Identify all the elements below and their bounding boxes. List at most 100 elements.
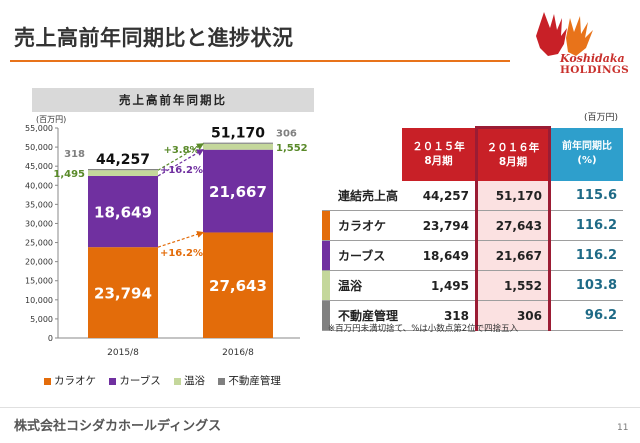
bar-segment-onsen [88, 170, 158, 176]
data-label: 1,495 [53, 169, 85, 180]
hand-icon-red [536, 12, 567, 56]
y-tick-label: 20,000 [25, 258, 53, 267]
footer-divider [0, 407, 640, 408]
growth-label: +3.8% [163, 145, 199, 156]
table-row-onsen: 温浴 1,495 1,552 103.8 [322, 270, 623, 301]
row-label: カーブス [322, 240, 402, 271]
row-label-text: 連結売上高 [338, 189, 399, 203]
legend-swatch-curves [109, 377, 117, 385]
cell-fy2015: 23,794 [402, 210, 477, 241]
cell-fy2015: 1,495 [402, 270, 477, 301]
legend-label-curves: カーブス [119, 375, 161, 387]
legend-label-onsen: 温浴 [184, 375, 206, 387]
growth-arrow [157, 143, 205, 171]
header-fy2015-year: ２０１５年 [412, 141, 465, 154]
y-tick-label: 35,000 [25, 200, 53, 209]
row-label-text: 温浴 [338, 279, 363, 293]
row-label: カラオケ [322, 210, 402, 241]
page-title: 売上高前年同期比と進捗状況 [14, 26, 294, 50]
header-yoy-ratio: 前年同期比 (%) [549, 127, 623, 181]
results-table: ２０１５年 8月期 ２０１６年 8月期 前年同期比 (%) 連結売上高 44,257 … [322, 126, 623, 331]
bar-segment-karaoke [88, 247, 158, 338]
header-ratio-unit: (%) [577, 155, 597, 167]
cell-fy2015: 44,257 [402, 181, 477, 211]
row-label-text: 不動産管理 [338, 309, 399, 323]
table-row-curves: カーブス 18,649 21,667 116.2 [322, 240, 623, 271]
growth-arrow [157, 149, 205, 177]
y-tick-label: 25,000 [25, 239, 53, 248]
data-label: 27,643 [209, 277, 267, 295]
logo-holdings: HOLDINGS [560, 64, 630, 76]
row-color-mark [322, 211, 330, 240]
cell-fy2016: 51,170 [475, 181, 551, 211]
y-axis-unit-label: (百万円) [36, 115, 66, 124]
cell-fy2015: 18,649 [402, 240, 477, 271]
data-label: 21,667 [209, 183, 267, 201]
legend-item-curves: カーブス [109, 373, 161, 388]
cell-fy2016: 1,552 [475, 270, 551, 301]
cell-ratio: 96.2 [549, 300, 623, 331]
header-fy2015-period: 8月期 [424, 155, 453, 168]
y-tick-label: 0 [48, 334, 53, 343]
header-blank [322, 128, 402, 182]
data-label: 318 [64, 149, 85, 160]
row-label-text: カーブス [338, 249, 386, 263]
data-label: 18,649 [94, 204, 152, 222]
legend-label-real-estate: 不動産管理 [228, 375, 281, 387]
legend-label-karaoke: カラオケ [54, 375, 96, 387]
chart-legend: カラオケ カーブス 温浴 不動産管理 [44, 373, 291, 388]
row-color-mark [322, 181, 330, 210]
footer-company-name: 株式会社コシダカホールディングス [14, 419, 222, 434]
y-tick-label: 10,000 [25, 296, 53, 305]
cell-fy2015: 318 [402, 300, 477, 331]
legend-swatch-real-estate [218, 377, 226, 385]
table-footnote: ※百万円未満切捨て、%は小数点第2位で四捨五入 [328, 324, 519, 334]
data-label: 23,794 [94, 285, 152, 303]
row-label: 不動産管理 [322, 300, 402, 331]
header-fy2016-period: 8月期 [498, 156, 528, 168]
cell-fy2016: 306 [475, 300, 551, 331]
cell-ratio: 115.6 [549, 181, 623, 211]
bar-segment-real-estate [203, 142, 273, 144]
x-tick-label: 2016/8 [222, 348, 254, 358]
total-label: 44,257 [96, 152, 150, 168]
y-tick-label: 15,000 [25, 277, 53, 286]
total-label: 51,170 [211, 126, 265, 142]
legend-item-real-estate: 不動産管理 [218, 373, 281, 388]
y-tick-label: 30,000 [25, 219, 53, 228]
bar-segment-karaoke [203, 232, 273, 338]
legend-item-onsen: 温浴 [174, 373, 205, 388]
growth-arrow [157, 230, 205, 248]
hand-icon-orange [566, 16, 593, 56]
row-label: 連結売上高 [322, 181, 402, 211]
table-header-row: ２０１５年 8月期 ２０１６年 8月期 前年同期比 (%) [322, 126, 623, 182]
logo-wordmark: Koshidaka [560, 52, 625, 65]
legend-item-karaoke: カラオケ [44, 373, 96, 388]
y-tick-label: 40,000 [25, 181, 53, 190]
row-color-mark [322, 301, 330, 330]
row-color-mark [322, 271, 330, 300]
bar-segment-onsen [203, 143, 273, 150]
table-unit: (百万円) [584, 113, 619, 123]
table-row-consolidated: 連結売上高 44,257 51,170 115.6 [322, 181, 623, 211]
bar-segment-curves [203, 149, 273, 233]
table-row-real-estate: 不動産管理 318 306 96.2 [322, 300, 623, 331]
cell-ratio: 116.2 [549, 240, 623, 271]
bar-segment-real-estate [88, 169, 158, 171]
row-label: 温浴 [322, 270, 402, 301]
y-tick-label: 45,000 [25, 162, 53, 171]
company-logo [536, 12, 593, 56]
page-number: 11 [617, 423, 629, 433]
legend-swatch-karaoke [44, 377, 51, 385]
cell-fy2016: 27,643 [475, 210, 551, 241]
y-tick-label: 55,000 [25, 124, 53, 133]
cell-ratio: 103.8 [549, 270, 623, 301]
header-fy2016-year: ２０１６年 [486, 142, 540, 154]
growth-label: +16.2% [160, 165, 203, 176]
header-ratio-label: 前年同期比 [562, 141, 612, 153]
x-tick-label: 2015/8 [107, 348, 139, 358]
title-divider [10, 60, 510, 62]
table-row-karaoke: カラオケ 23,794 27,643 116.2 [322, 210, 623, 241]
data-label: 1,552 [276, 143, 308, 154]
cell-ratio: 116.2 [549, 210, 623, 241]
